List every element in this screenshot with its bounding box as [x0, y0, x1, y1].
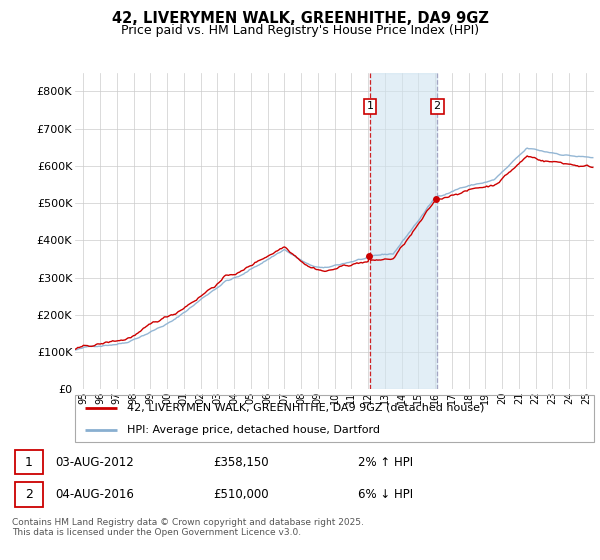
Text: HPI: Average price, detached house, Dartford: HPI: Average price, detached house, Dart…: [127, 424, 380, 435]
Text: 42, LIVERYMEN WALK, GREENHITHE, DA9 9GZ: 42, LIVERYMEN WALK, GREENHITHE, DA9 9GZ: [112, 11, 488, 26]
FancyBboxPatch shape: [15, 450, 43, 474]
Bar: [370, 73, 437, 389]
Text: 03-AUG-2012: 03-AUG-2012: [55, 456, 134, 469]
Text: 04-AUG-2016: 04-AUG-2016: [55, 488, 134, 501]
Text: 2% ↑ HPI: 2% ↑ HPI: [358, 456, 413, 469]
Text: 2: 2: [25, 488, 32, 501]
Text: Price paid vs. HM Land Registry's House Price Index (HPI): Price paid vs. HM Land Registry's House …: [121, 24, 479, 36]
FancyBboxPatch shape: [15, 482, 43, 507]
Text: 2: 2: [434, 101, 441, 111]
Text: £510,000: £510,000: [214, 488, 269, 501]
Text: 6% ↓ HPI: 6% ↓ HPI: [358, 488, 413, 501]
Text: 42, LIVERYMEN WALK, GREENHITHE, DA9 9GZ (detached house): 42, LIVERYMEN WALK, GREENHITHE, DA9 9GZ …: [127, 403, 484, 413]
Text: 1: 1: [367, 101, 374, 111]
Text: £358,150: £358,150: [214, 456, 269, 469]
Text: Contains HM Land Registry data © Crown copyright and database right 2025.
This d: Contains HM Land Registry data © Crown c…: [12, 518, 364, 538]
Text: 1: 1: [25, 456, 32, 469]
